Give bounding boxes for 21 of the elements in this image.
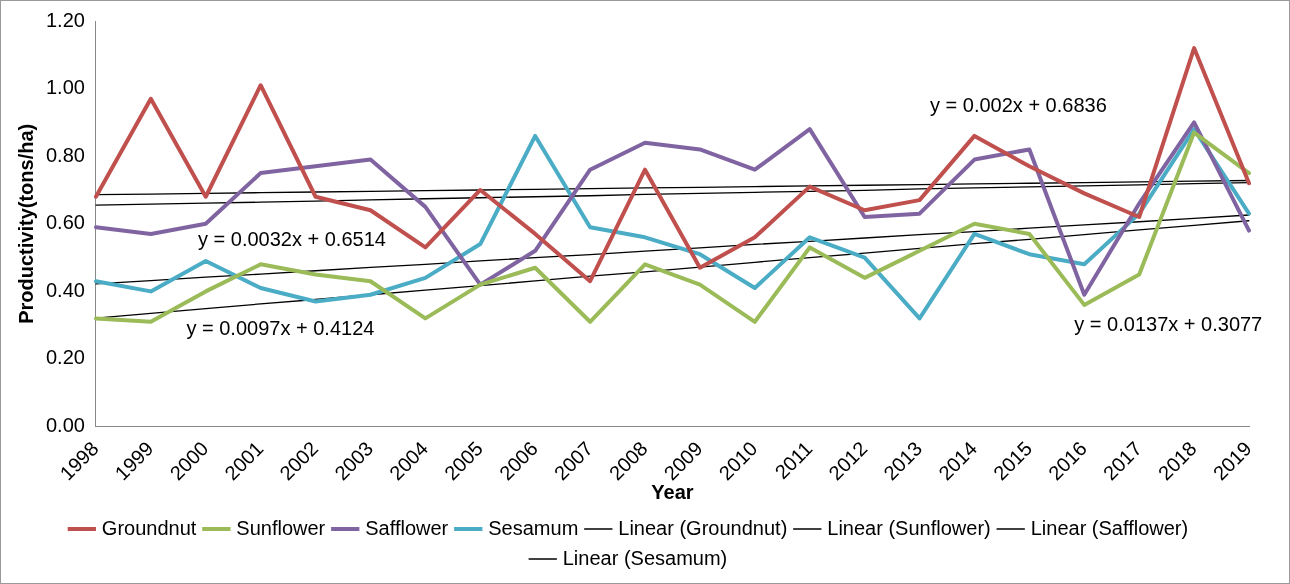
y-tick-label: 0.40	[45, 278, 85, 301]
legend-label: Safflower	[365, 516, 449, 539]
y-tick-label: 0.60	[45, 211, 85, 234]
legend-label: Groundnut	[101, 516, 197, 539]
legend-label: Linear (Sunflower)	[827, 516, 991, 539]
legend-label: Linear (Safflower)	[1030, 516, 1189, 539]
annotation: y = 0.0137x + 0.3077	[1074, 312, 1263, 335]
legend-label: Linear (Sesamum)	[562, 546, 728, 569]
y-tick-label: 0.80	[45, 143, 85, 166]
y-tick-label: 0.00	[45, 414, 85, 437]
annotation: y = 0.002x + 0.6836	[929, 93, 1107, 116]
legend-label: Linear (Groundnut)	[618, 516, 788, 539]
y-tick-label: 0.20	[45, 346, 85, 369]
x-axis-title: Year	[651, 480, 694, 503]
annotation: y = 0.0032x + 0.6514	[197, 227, 386, 250]
y-axis-title: Productivity(tons/ha)	[14, 123, 37, 324]
y-tick-label: 1.00	[45, 76, 85, 99]
legend-label: Sesamum	[488, 516, 579, 539]
y-tick-label: 1.20	[45, 8, 85, 31]
legend-label: Sunflower	[236, 516, 326, 539]
annotation: y = 0.0097x + 0.4124	[186, 316, 375, 339]
